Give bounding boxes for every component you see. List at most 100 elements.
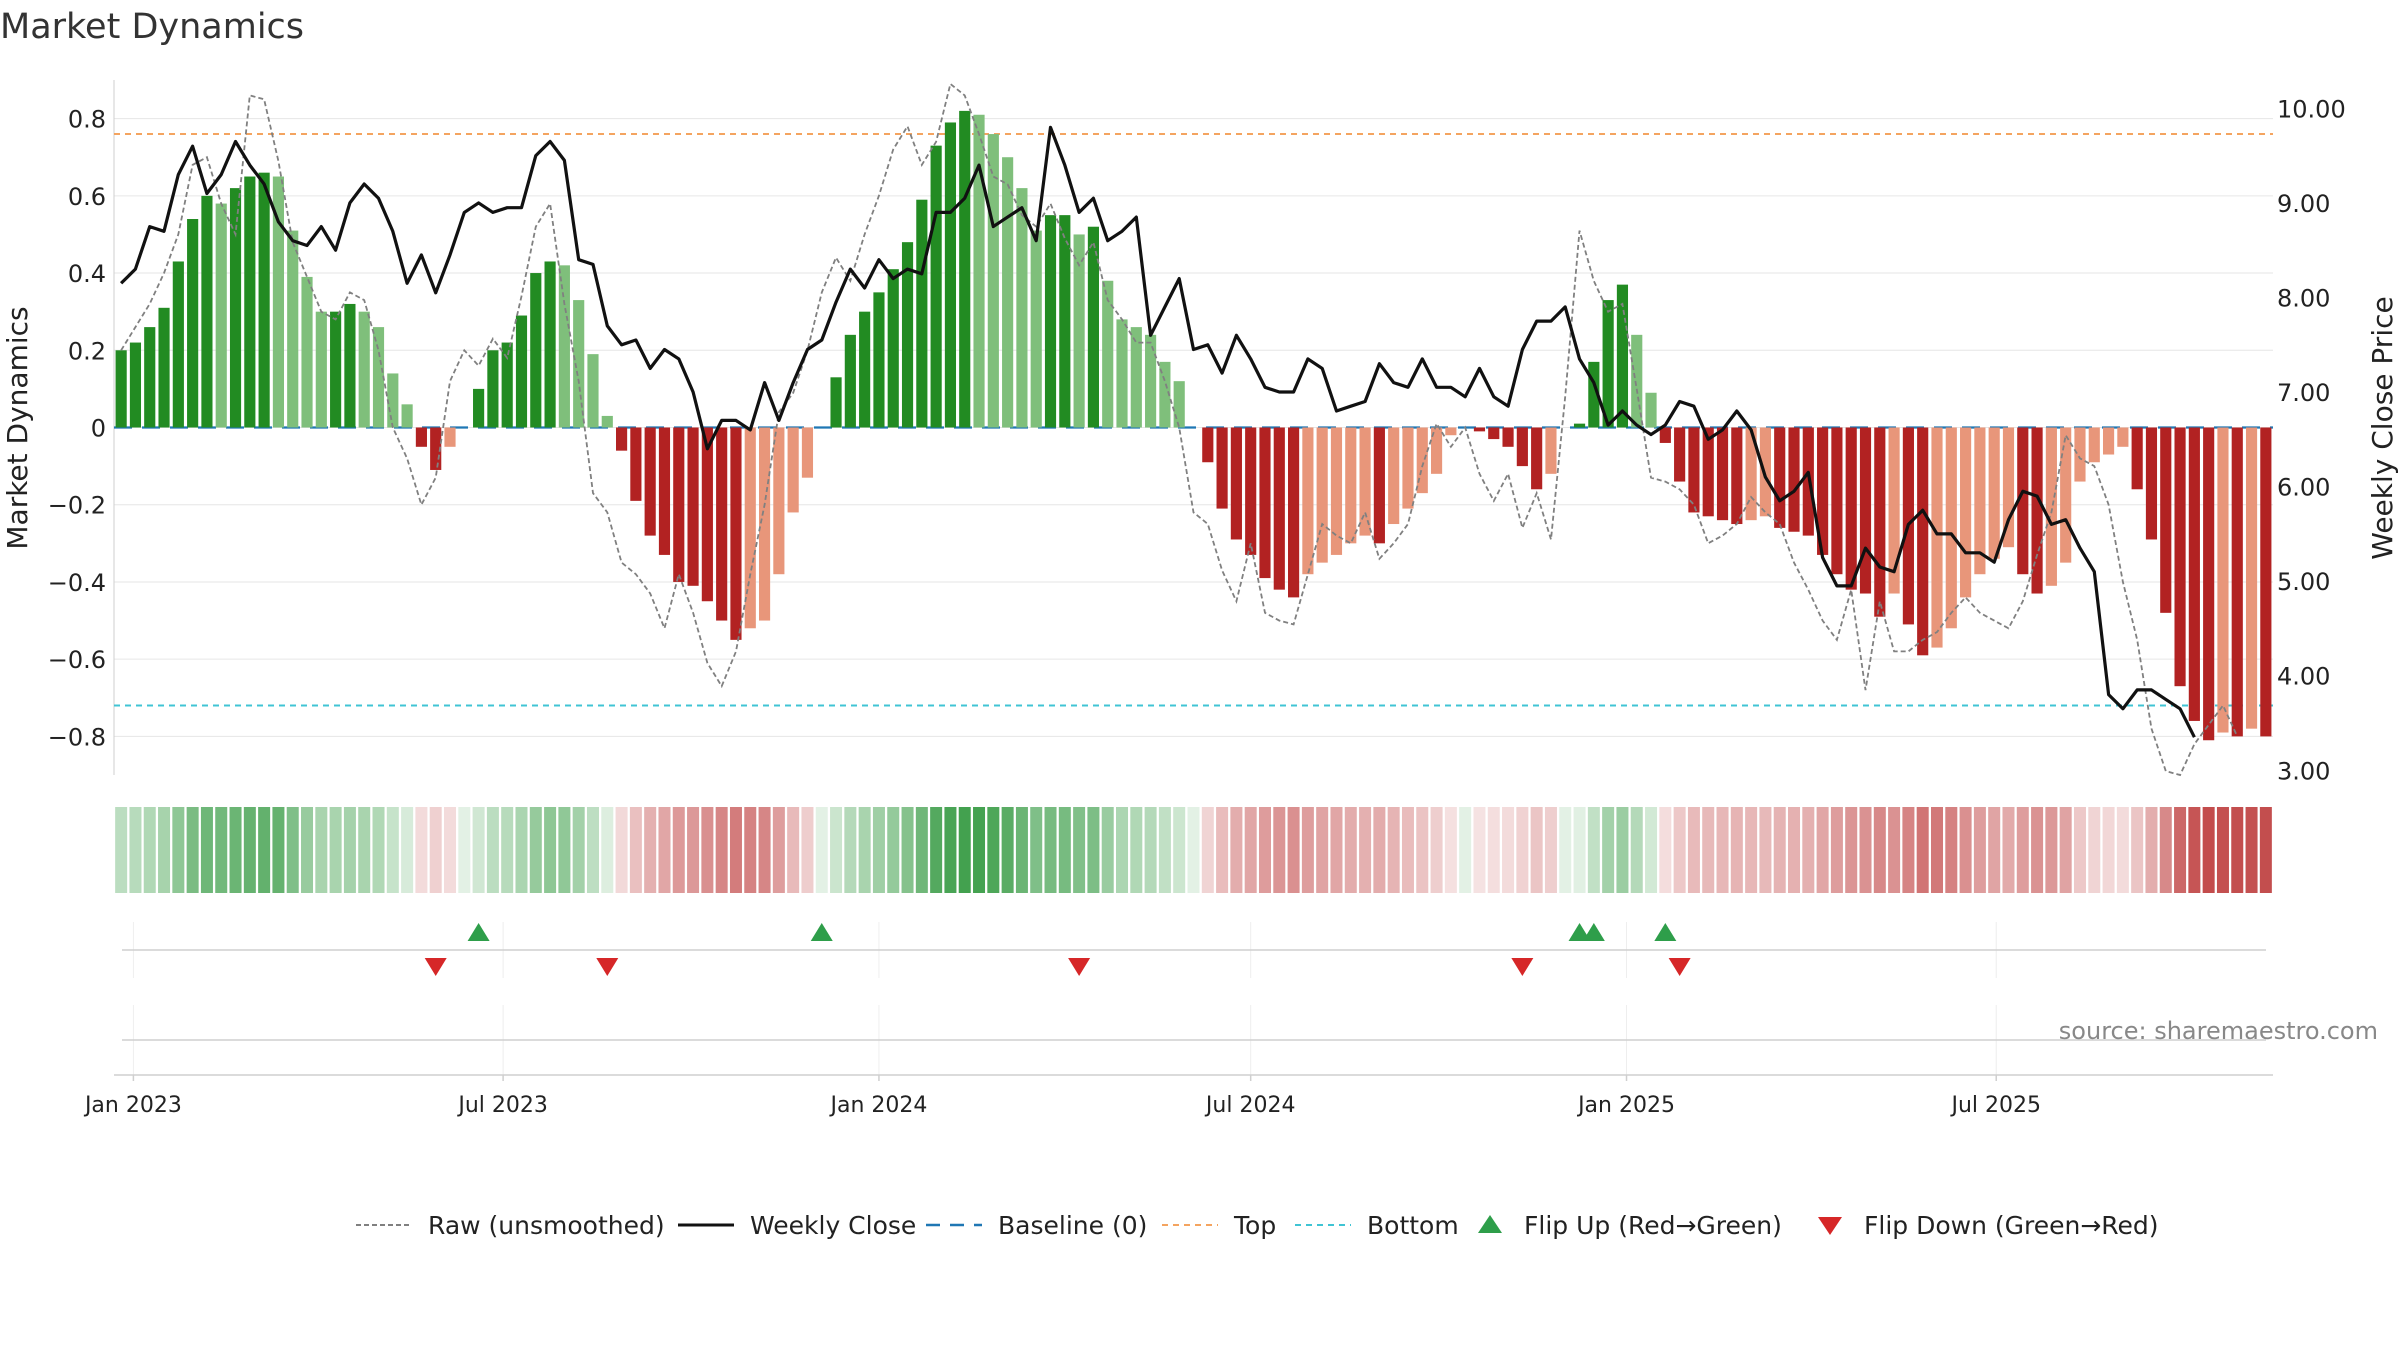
legend-label: Baseline (0) [998,1211,1147,1240]
flip-up-marker [1654,923,1677,941]
dynamics-bar [544,261,556,428]
heat-cell [272,807,285,893]
heat-cell [844,807,857,893]
left-y-tick-label: 0.4 [68,260,106,288]
heat-cell [744,807,757,893]
dynamics-bar [887,269,899,428]
heat-cell [1401,807,1414,893]
right-y-tick-label: 7.00 [2277,379,2330,407]
heat-cell [1673,807,1686,893]
dynamics-bar [616,427,628,451]
dynamics-bar [1788,427,1800,532]
heat-cell [429,807,442,893]
heat-cell [1244,807,1257,893]
right-y-tick-label: 3.00 [2277,757,2330,785]
heat-cell [1316,807,1329,893]
left-y-axis-label: Market Dynamics [1,306,34,549]
dynamics-bar [344,303,356,428]
flip-up-marker [810,923,833,941]
dynamics-bar [701,427,713,602]
dynamics-bar [773,427,785,575]
dynamics-bar [916,199,928,428]
heat-cell [1559,807,1572,893]
dynamics-bar [272,176,285,428]
heat-cell [186,807,199,893]
heat-cell [1816,807,1829,893]
heat-cell [315,807,328,893]
heat-cell [143,807,156,893]
dynamics-bar [1059,215,1071,428]
close-series-line [119,125,2196,738]
heat-cell [1702,807,1715,893]
dynamics-bar [1130,327,1142,428]
dynamics-bar [2217,427,2229,733]
dynamics-bar [444,427,456,447]
dynamics-bar [1917,427,1929,656]
heat-cell [401,807,414,893]
legend-label: Bottom [1367,1211,1459,1240]
heat-cell [1502,807,1515,893]
heat-cell [672,807,685,893]
heat-cell [229,807,242,893]
dynamics-bar [1645,392,1657,428]
dynamics-bar [1016,188,1028,428]
dynamics-bar [1888,427,1900,594]
dynamics-bar [1745,427,1757,521]
heat-cell [1044,807,1057,893]
left-y-tick-label: −0.6 [48,646,106,674]
dynamics-bar [2074,427,2086,482]
x-tick-label: Jul 2023 [456,1093,548,1118]
heat-cell [2216,807,2229,893]
heat-cell [915,807,928,893]
heat-cell [1959,807,1972,893]
dynamics-bar [2231,427,2243,737]
right-y-tick-label: 6.00 [2277,474,2330,502]
dynamics-bar [215,203,227,428]
dynamics-bar [1316,427,1328,563]
dynamics-bar [1416,427,1428,494]
dynamics-bar [158,307,170,428]
heat-cell [1530,807,1543,893]
heat-cell [887,807,900,893]
heat-cell [2102,807,2115,893]
flip-down-marker [1668,958,1691,976]
heat-cell [930,807,943,893]
heat-cell [1430,807,1443,893]
legend-label: Top [1233,1211,1276,1240]
heat-cell [2159,807,2172,893]
heat-cell [1416,807,1429,893]
heat-cell [2145,807,2158,893]
heat-cell [1645,807,1658,893]
dynamics-bar [1430,427,1443,474]
flip-down-marker [1068,958,1091,976]
dynamics-bar [1373,427,1385,544]
dynamics-bar [201,195,213,428]
dynamics-bar [744,427,756,629]
dynamics-bar [1731,427,1743,525]
dynamics-bar [1116,319,1128,428]
dynamics-bar [758,427,771,621]
heat-cell [1116,807,1129,893]
heat-cell [2016,807,2029,893]
heat-cell [2188,807,2201,893]
flip-panel [122,922,2266,978]
legend-label: Flip Up (Red→Green) [1524,1211,1782,1240]
dynamics-bar [930,145,942,428]
dynamics-bar [1702,427,1714,517]
heat-cell [200,807,213,893]
dynamics-bar [830,377,842,428]
close-series-layer [119,125,2196,738]
dynamics-bar [1044,215,1057,428]
heat-cell [1616,807,1629,893]
dynamics-bar [1516,427,1528,467]
dynamics-bar [1245,427,1257,555]
x-tick-label: Jul 2025 [1949,1093,2041,1118]
heat-cell [1058,807,1071,893]
dynamics-bar [1545,427,1557,474]
left-y-tick-label: 0.8 [68,106,106,134]
heat-cell [2131,807,2144,893]
dynamics-bar [144,327,156,428]
dynamics-bar [358,311,370,428]
dynamics-bar [1859,427,1872,594]
heat-cell [1687,807,1700,893]
